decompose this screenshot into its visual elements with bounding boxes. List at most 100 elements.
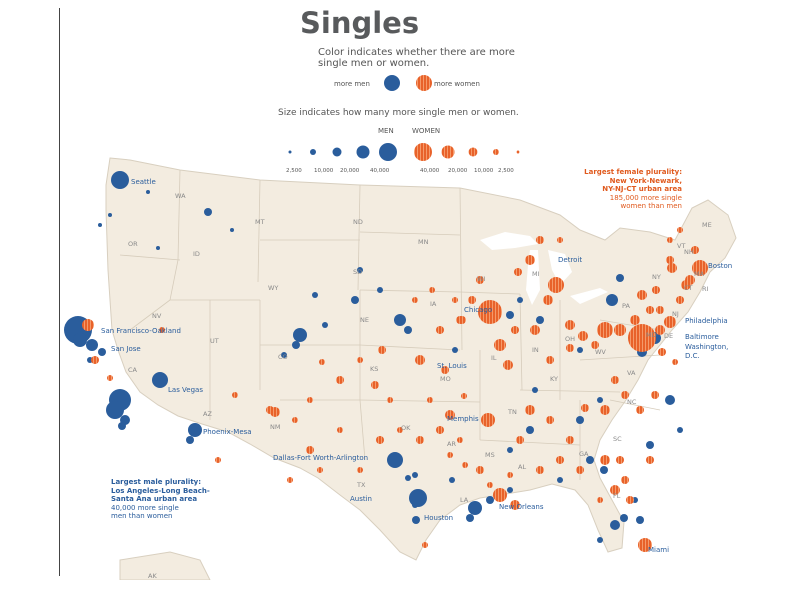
men-majority-marker	[186, 436, 194, 444]
us-map	[64, 75, 737, 580]
state-label-nh: NH	[684, 248, 694, 256]
women-majority-marker	[646, 456, 654, 464]
men-majority-marker	[665, 395, 675, 405]
men-majority-marker	[586, 456, 594, 464]
size-legend-women-header: WOMEN	[412, 127, 441, 135]
women-majority-marker	[266, 406, 274, 414]
size-legend-men-value: 2,500	[286, 168, 302, 174]
state-label-mn: MN	[418, 238, 429, 246]
women-majority-marker	[476, 276, 484, 284]
state-label-wv: WV	[595, 348, 606, 356]
men-majority-marker	[108, 213, 112, 217]
size-legend-men-value: 20,000	[340, 168, 360, 174]
men-majority-marker	[536, 316, 544, 324]
state-label-ks: KS	[370, 365, 379, 373]
women-majority-marker	[611, 376, 619, 384]
state-label-wi: WI	[477, 275, 486, 283]
page-left-rule	[59, 8, 60, 576]
size-legend-women-value: 10,000	[474, 168, 494, 174]
callout-female-line: NY-NJ-CT urban area	[602, 185, 682, 193]
women-majority-marker	[357, 357, 363, 363]
men-majority-marker	[118, 422, 126, 430]
men-majority-marker	[387, 452, 403, 468]
women-majority-marker	[667, 263, 677, 273]
state-label-nj: NJ	[672, 310, 679, 318]
men-majority-marker	[506, 311, 514, 319]
men-majority-marker	[156, 246, 160, 250]
city-label-philadelphia: Philadelphia	[685, 317, 728, 325]
women-majority-marker	[630, 315, 640, 325]
city-label-phoenix: Phoenix-Mesa	[203, 428, 252, 436]
women-majority-marker	[493, 488, 507, 502]
state-label-sc: SC	[613, 435, 622, 443]
legend-women-marker	[416, 75, 432, 91]
state-label-in: IN	[532, 346, 539, 354]
legend-men-marker	[356, 145, 370, 159]
men-majority-marker	[357, 267, 363, 273]
women-majority-marker	[597, 497, 603, 503]
state-label-il: IL	[491, 354, 497, 362]
legend-women-marker	[493, 149, 499, 155]
state-label-va: VA	[627, 369, 636, 377]
women-majority-marker	[621, 391, 629, 399]
callout-male-line: 40,000 more single	[111, 503, 179, 512]
women-majority-marker	[287, 477, 293, 483]
women-majority-marker	[503, 360, 513, 370]
women-majority-marker	[336, 376, 344, 384]
women-majority-marker	[597, 322, 613, 338]
callout-largest-male: Largest male plurality: Los Angeles-Long…	[111, 478, 241, 521]
men-majority-marker	[576, 416, 584, 424]
women-majority-marker	[452, 297, 458, 303]
lake-huron	[548, 250, 572, 285]
women-majority-marker	[319, 359, 325, 365]
state-label-de: DE	[664, 332, 674, 340]
women-majority-marker	[376, 436, 384, 444]
alaska-landmass	[119, 551, 211, 580]
city-label-memphis: Memphis	[447, 415, 479, 423]
women-majority-marker	[159, 327, 165, 333]
state-label-ia: IA	[430, 300, 437, 308]
state-label-nm: NM	[270, 423, 281, 431]
color-legend-caption: Color indicates whether there are more s…	[318, 47, 515, 69]
women-majority-marker	[441, 366, 449, 374]
legend-men-marker	[288, 150, 292, 154]
women-majority-marker	[306, 446, 314, 454]
legend-women-marker	[516, 150, 520, 154]
men-majority-marker	[449, 477, 455, 483]
men-majority-marker	[412, 472, 418, 478]
city-label-chicago: Chicago	[464, 306, 493, 314]
men-majority-marker	[152, 372, 168, 388]
city-label-austin: Austin	[350, 495, 372, 503]
men-majority-marker	[293, 328, 307, 342]
city-label-washington-dc: D.C.	[685, 352, 700, 360]
callout-male-line: Los Angeles-Long Beach-	[111, 486, 210, 495]
men-majority-marker	[73, 333, 87, 347]
legend-more-women-label: more women	[434, 80, 480, 88]
women-majority-marker	[628, 324, 656, 352]
city-label-houston: Houston	[424, 514, 454, 522]
women-majority-marker	[429, 287, 435, 293]
women-majority-marker	[546, 416, 554, 424]
state-label-oh: OH	[565, 335, 576, 343]
women-majority-marker	[397, 427, 403, 433]
men-majority-marker	[610, 520, 620, 530]
women-majority-marker	[478, 300, 502, 324]
callout-female-line: 185,000 more single	[609, 193, 682, 202]
lake-superior	[480, 232, 538, 250]
city-label-seattle: Seattle	[131, 178, 156, 186]
women-majority-marker	[378, 346, 386, 354]
women-majority-marker	[371, 381, 379, 389]
men-majority-marker	[111, 171, 129, 189]
women-majority-marker	[546, 356, 554, 364]
women-majority-marker	[616, 456, 624, 464]
women-majority-marker	[427, 397, 433, 403]
women-majority-marker	[566, 344, 574, 352]
state-label-ak: AK	[148, 572, 157, 580]
state-label-ms: MS	[485, 451, 495, 459]
state-label-nd: ND	[353, 218, 363, 226]
women-majority-marker	[511, 326, 519, 334]
state-label-wa: WA	[175, 192, 186, 200]
men-majority-marker	[230, 228, 234, 232]
men-majority-marker	[526, 426, 534, 434]
men-majority-marker	[404, 326, 412, 334]
